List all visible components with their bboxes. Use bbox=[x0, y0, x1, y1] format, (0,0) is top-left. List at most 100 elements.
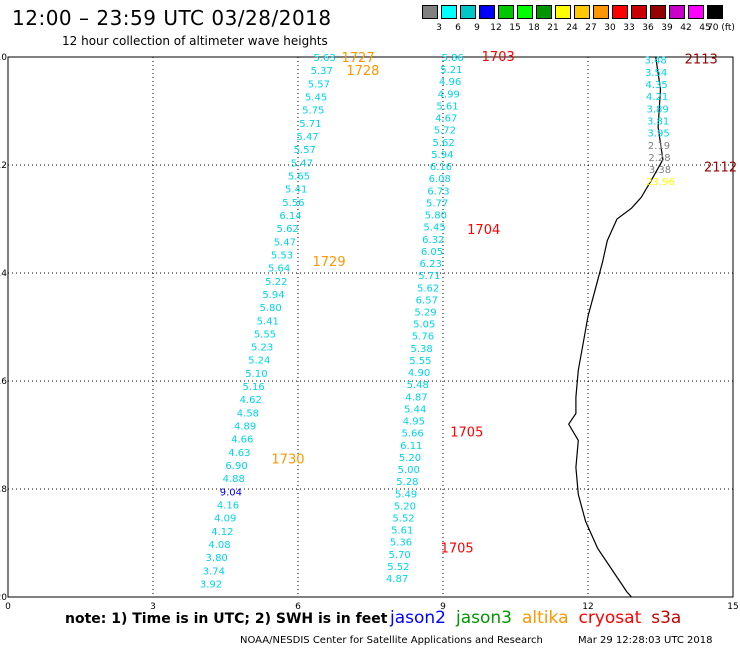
pass-time-label: 1727 bbox=[342, 51, 375, 66]
wave-height-label: 4.95 bbox=[403, 417, 425, 428]
wave-height-label: 5.53 bbox=[271, 250, 293, 261]
wave-height-label: 4.08 bbox=[208, 540, 230, 551]
wave-height-label: 5.20 bbox=[399, 453, 421, 464]
wave-height-label: 5.23 bbox=[251, 343, 273, 354]
wave-height-label: 6.73 bbox=[427, 186, 449, 197]
scale-label: 36 bbox=[642, 23, 654, 33]
legend-altika: altika bbox=[522, 608, 569, 628]
wave-height-label: 5.16 bbox=[242, 382, 264, 393]
wave-height-label: 5.47 bbox=[291, 158, 313, 169]
y-tick-label: -10 bbox=[0, 53, 7, 63]
legend-cryosat: cryosat bbox=[578, 608, 642, 628]
scale-swatch bbox=[669, 5, 685, 19]
wave-height-label: 5.61 bbox=[391, 526, 413, 537]
scale-swatch bbox=[631, 5, 647, 19]
wave-height-label: 5.66 bbox=[401, 429, 423, 440]
wave-height-label: 5.71 bbox=[418, 271, 440, 282]
wave-height-label: 5.61 bbox=[436, 101, 458, 112]
page-subtitle: 12 hour collection of altimeter wave hei… bbox=[62, 34, 328, 48]
wave-height-label: 5.48 bbox=[407, 380, 429, 391]
x-tick-label: 6 bbox=[295, 602, 301, 612]
wave-height-label: 5.47 bbox=[296, 132, 318, 143]
wave-height-label: 5.24 bbox=[248, 356, 270, 367]
x-tick-label: 0 bbox=[5, 602, 11, 612]
wave-height-label: 5.41 bbox=[285, 185, 307, 196]
wave-height-label: 5.57 bbox=[294, 145, 316, 156]
wave-height-label: 4.87 bbox=[386, 574, 408, 585]
footer-note: note: 1) Time is in UTC; 2) SWH is in fe… bbox=[65, 611, 388, 627]
wave-height-label: 5.56 bbox=[282, 198, 304, 209]
wave-height-label: 5.71 bbox=[299, 119, 321, 130]
wave-height-label: 6.57 bbox=[416, 295, 438, 306]
x-tick-label: 12 bbox=[582, 602, 593, 612]
scale-label: 15 bbox=[509, 23, 521, 33]
scale-swatch bbox=[593, 5, 609, 19]
wave-height-label: 4.16 bbox=[217, 501, 239, 512]
wave-height-label: 5.52 bbox=[392, 514, 414, 525]
coastline bbox=[567, 56, 664, 598]
scale-label: 70 (ft) bbox=[707, 23, 735, 33]
wave-height-label: 6.08 bbox=[429, 174, 451, 185]
wave-height-label: 4.99 bbox=[438, 89, 460, 100]
y-tick-label: -18 bbox=[0, 485, 7, 495]
y-tick-label: -20 bbox=[0, 593, 7, 603]
wave-height-label: 5.52 bbox=[387, 562, 409, 573]
wave-height-label: 5.80 bbox=[425, 211, 447, 222]
wave-height-label: 4.21 bbox=[646, 92, 668, 103]
wave-height-label: 6.16 bbox=[430, 162, 452, 173]
wave-height-label: 6.23 bbox=[420, 259, 442, 270]
wave-height-label: 3.92 bbox=[200, 580, 222, 591]
wave-height-label: 9.04 bbox=[220, 487, 242, 498]
scale-swatch bbox=[688, 5, 704, 19]
wave-height-label: 5.45 bbox=[423, 223, 445, 234]
plot-frame bbox=[7, 56, 734, 598]
wave-height-label: 3.89 bbox=[646, 104, 668, 115]
scale-label: 42 bbox=[680, 23, 692, 33]
scale-swatch bbox=[555, 5, 571, 19]
scale-label: 45 bbox=[699, 23, 711, 33]
scale-label: 6 bbox=[455, 23, 461, 33]
scale-label: 12 bbox=[490, 23, 502, 33]
wave-height-label: 5.55 bbox=[409, 356, 431, 367]
wave-height-label: 4.58 bbox=[237, 408, 259, 419]
legend-jason3: jason3 bbox=[456, 608, 512, 628]
wave-height-label: 5.45 bbox=[305, 92, 327, 103]
wave-height-label: 5.72 bbox=[434, 126, 456, 137]
scale-label: 30 bbox=[604, 23, 616, 33]
wave-height-label: 4.87 bbox=[405, 392, 427, 403]
pass-time-label: 1705 bbox=[450, 425, 483, 440]
pass-time-label: 1730 bbox=[271, 452, 304, 467]
wave-height-label: 3.81 bbox=[647, 116, 669, 127]
scale-swatch bbox=[650, 5, 666, 19]
wave-height-label: 2.28 bbox=[648, 153, 670, 164]
wave-height-label: 6.14 bbox=[279, 211, 301, 222]
wave-height-label: 5.29 bbox=[414, 307, 436, 318]
y-tick-label: -14 bbox=[0, 269, 7, 279]
wave-height-label: 4.66 bbox=[231, 435, 253, 446]
wave-height-label: 3.54 bbox=[645, 68, 667, 79]
wave-height-label: 4.63 bbox=[228, 448, 250, 459]
wave-height-label: 4.88 bbox=[223, 474, 245, 485]
wave-height-label: 5.63 bbox=[313, 53, 335, 64]
scale-swatch bbox=[479, 5, 495, 19]
wave-height-label: 5.44 bbox=[404, 404, 426, 415]
wave-height-label: 5.62 bbox=[432, 138, 454, 149]
scale-swatch bbox=[422, 5, 438, 19]
wave-height-label: 3.38 bbox=[649, 165, 671, 176]
wave-height-label: 4.35 bbox=[646, 80, 668, 91]
pass-time-label: 1728 bbox=[346, 64, 379, 79]
scale-swatch bbox=[441, 5, 457, 19]
scale-label: 24 bbox=[566, 23, 578, 33]
pass-time-label: 1704 bbox=[467, 223, 500, 238]
wave-height-label: 6.90 bbox=[225, 461, 247, 472]
wave-height-label: 5.64 bbox=[268, 264, 290, 275]
wave-height-label: 5.49 bbox=[395, 489, 417, 500]
wave-height-label: 5.55 bbox=[254, 329, 276, 340]
wave-height-label: 5.70 bbox=[389, 550, 411, 561]
satellite-legend: jason2 jason3 altika cryosat s3a bbox=[390, 608, 691, 628]
wave-height-label: 5.36 bbox=[390, 538, 412, 549]
wave-height-label: 4.89 bbox=[234, 422, 256, 433]
wave-height-label: 4.12 bbox=[211, 527, 233, 538]
wave-height-label: 5.21 bbox=[440, 65, 462, 76]
wave-height-label: 5.62 bbox=[417, 283, 439, 294]
